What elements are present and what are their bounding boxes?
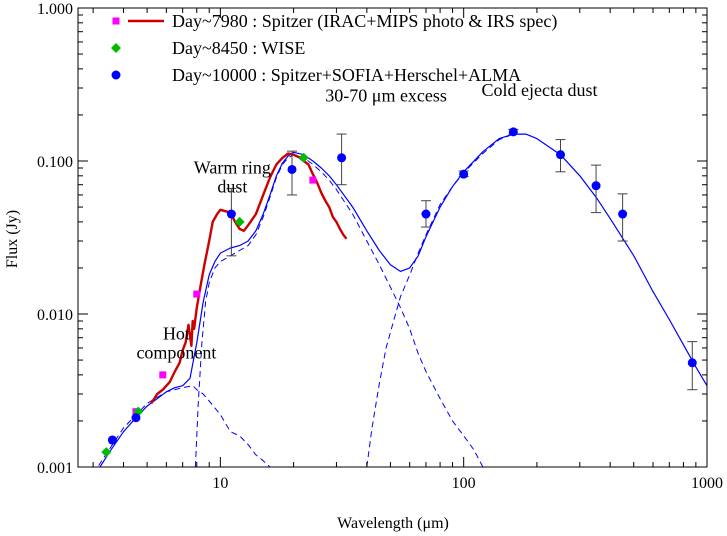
- model-hot-component-curve: [97, 385, 271, 467]
- data-point-circle: [459, 169, 469, 179]
- x-tick-label: 10: [212, 475, 228, 492]
- x-tick-label: 1000: [691, 475, 723, 492]
- y-tick-label: 0.001: [37, 460, 73, 477]
- data-point-circle: [591, 181, 601, 191]
- irs-spectrum-line: [150, 152, 348, 405]
- x-axis-label: Wavelength (μm): [337, 515, 449, 532]
- legend-label: Day~10000 : Spitzer+SOFIA+Herschel+ALMA: [172, 65, 521, 85]
- annotation-label: 30-70 μm excess: [325, 85, 447, 105]
- data-point-circle: [556, 150, 566, 160]
- data-point-circle: [618, 209, 628, 219]
- legend: Day~7980 : Spitzer (IRAC+MIPS photo & IR…: [111, 11, 557, 85]
- plot-frame: [77, 7, 708, 468]
- legend-marker-diamond: [111, 43, 121, 53]
- data-point-square: [309, 176, 317, 184]
- data-points: [101, 127, 698, 458]
- y-tick-label: 0.100: [37, 154, 73, 171]
- annotation-label: Warm ring: [194, 157, 271, 177]
- data-point-circle: [131, 413, 141, 423]
- data-point-circle: [421, 209, 431, 219]
- model-cold-dust-curve: [366, 133, 526, 467]
- y-tick-label: 0.010: [37, 307, 73, 324]
- data-point-circle: [107, 435, 117, 445]
- legend-marker-square: [112, 17, 120, 25]
- data-point-circle: [687, 358, 697, 368]
- y-axis-label: Flux (Jy): [4, 210, 21, 268]
- data-point-square: [159, 371, 167, 379]
- model-warm-dust-curve: [194, 154, 484, 467]
- y-tick-label: 1.000: [37, 1, 73, 18]
- legend-marker-circle: [111, 70, 121, 80]
- axes: 10 100 1000 0.001 0.010 0.100 1.000: [37, 1, 723, 492]
- annotation-label: component: [136, 343, 216, 363]
- data-point-diamond: [101, 447, 112, 458]
- data-point-diamond: [234, 216, 245, 227]
- data-point-circle: [226, 209, 236, 219]
- annotation-label: dust: [217, 176, 247, 196]
- legend-label: Day~8450 : WISE: [172, 38, 305, 58]
- data-point-square: [193, 290, 201, 298]
- plot-area: [97, 133, 707, 467]
- x-tick-label: 100: [452, 475, 476, 492]
- data-point-circle: [287, 164, 297, 174]
- data-point-diamond: [298, 152, 309, 163]
- data-point-circle: [508, 127, 518, 137]
- annotation-label: Cold ejecta dust: [482, 80, 598, 100]
- model-total-curve: [99, 133, 707, 467]
- annotation-label: Hot: [163, 324, 190, 344]
- data-point-circle: [337, 153, 347, 163]
- legend-label: Day~7980 : Spitzer (IRAC+MIPS photo & IR…: [172, 11, 557, 32]
